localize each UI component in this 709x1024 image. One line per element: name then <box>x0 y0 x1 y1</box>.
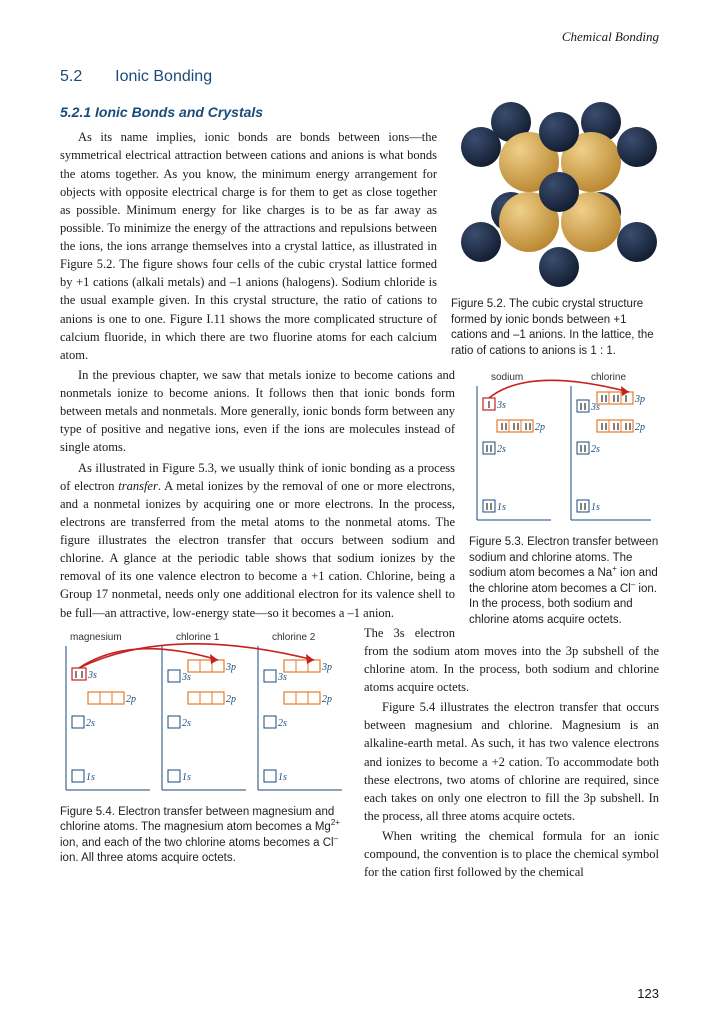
section-heading: 5.2 Ionic Bonding <box>60 65 659 88</box>
figure-5-2-caption: Figure 5.2. The cubic crystal structure … <box>451 297 659 359</box>
section-number: 5.2 <box>60 65 112 88</box>
svg-text:3p: 3p <box>225 662 236 673</box>
svg-text:3s: 3s <box>590 402 600 413</box>
svg-text:2p: 2p <box>322 694 332 705</box>
figure-5-3-caption: Figure 5.3. Electron transfer between so… <box>469 535 659 628</box>
svg-text:chlorine 1: chlorine 1 <box>176 632 220 643</box>
svg-text:2s: 2s <box>497 444 506 455</box>
svg-text:magnesium: magnesium <box>70 632 122 643</box>
crystal-lattice-svg <box>451 92 659 292</box>
figure-5-4-caption: Figure 5.4. Electron transfer between ma… <box>60 805 350 867</box>
svg-text:3s: 3s <box>181 672 191 683</box>
figure-5-2: Figure 5.2. The cubic crystal structure … <box>451 92 659 359</box>
svg-text:2p: 2p <box>635 422 645 433</box>
svg-text:chlorine 2: chlorine 2 <box>272 632 316 643</box>
figure-5-3: sodium chlorine 3s 2p 2s 1s 3p 3s 2p <box>469 370 659 628</box>
svg-text:2p: 2p <box>535 422 545 433</box>
svg-text:3p: 3p <box>321 662 332 673</box>
electron-transfer-mg-cl2-svg: magnesium chlorine 1 chlorine 2 3s 2p 2s… <box>60 630 350 800</box>
svg-text:1s: 1s <box>182 772 191 783</box>
svg-text:2p: 2p <box>226 694 236 705</box>
label-sodium: sodium <box>491 372 523 383</box>
electron-transfer-na-cl-svg: sodium chlorine 3s 2p 2s 1s 3p 3s 2p <box>469 370 659 530</box>
svg-text:3s: 3s <box>496 400 506 411</box>
svg-text:1s: 1s <box>86 772 95 783</box>
svg-text:2s: 2s <box>182 718 191 729</box>
svg-text:2p: 2p <box>126 694 136 705</box>
svg-text:2s: 2s <box>278 718 287 729</box>
running-head: Chemical Bonding <box>60 28 659 47</box>
section-title: Ionic Bonding <box>115 68 212 85</box>
svg-text:1s: 1s <box>278 772 287 783</box>
svg-text:3s: 3s <box>87 670 97 681</box>
svg-text:1s: 1s <box>497 502 506 513</box>
svg-text:3s: 3s <box>277 672 287 683</box>
svg-text:3p: 3p <box>634 394 645 405</box>
page-number: 123 <box>637 985 659 1004</box>
svg-text:1s: 1s <box>591 502 600 513</box>
svg-text:2s: 2s <box>86 718 95 729</box>
label-chlorine: chlorine <box>591 372 626 383</box>
figure-5-4: magnesium chlorine 1 chlorine 2 3s 2p 2s… <box>60 630 350 867</box>
svg-text:2s: 2s <box>591 444 600 455</box>
